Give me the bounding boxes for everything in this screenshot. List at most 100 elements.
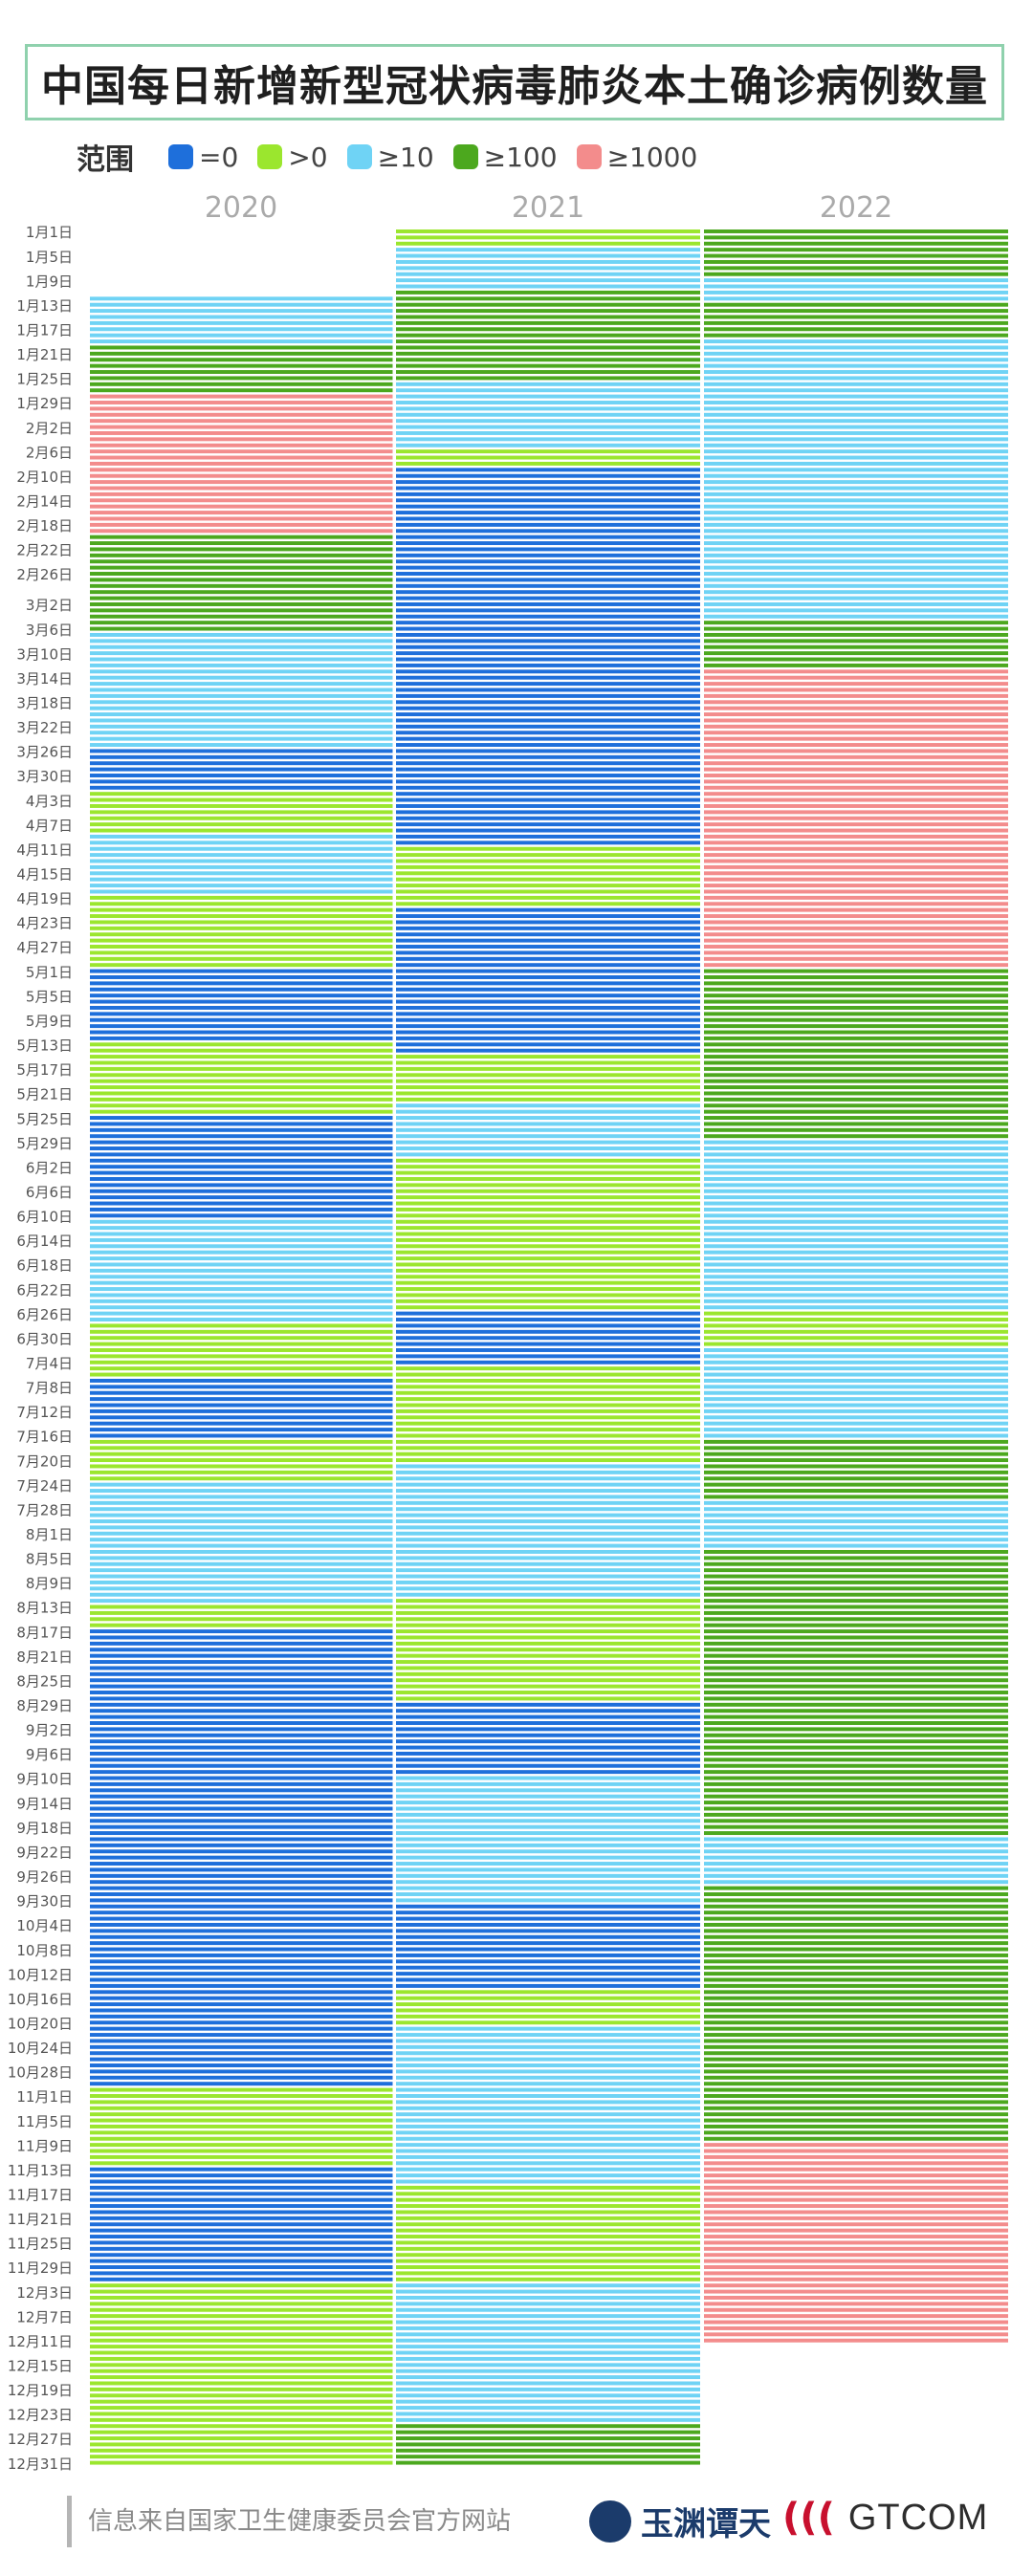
day-cell-2021-169 [396,1256,700,1261]
day-cell-2020-45 [90,498,394,503]
day-cell-2020-32 [90,419,394,424]
day-cell-2020-284 [90,1959,394,1964]
day-cell-2022-302 [704,2069,1008,2074]
day-cell-2022-271 [704,1880,1008,1885]
day-cell-2021-149 [396,1134,700,1139]
day-cell-2020-131 [90,1024,394,1029]
y-tick-label: 8月21日 [16,1648,73,1666]
day-cell-2021-269 [396,1867,700,1872]
day-cell-2021-26 [396,382,700,386]
day-cell-2021-363 [396,2442,700,2447]
day-cell-2021-156 [396,1176,700,1181]
day-cell-2020-261 [90,1819,394,1823]
day-cell-2020-322 [90,2192,394,2196]
day-cell-2022-324 [704,2204,1008,2209]
day-cell-2021-41 [396,473,700,478]
day-cell-2021-141 [396,1085,700,1090]
day-cell-2022-7 [704,266,1008,271]
day-cell-2021-104 [396,859,700,863]
day-cell-2020-149 [90,1134,394,1139]
day-cell-2022-242 [704,1702,1008,1707]
day-cell-2020-296 [90,2033,394,2038]
day-cell-2020-316 [90,2154,394,2159]
day-cell-2022-160 [704,1201,1008,1206]
day-cell-2021-72 [396,663,700,667]
day-cell-2021-130 [396,1017,700,1022]
day-cell-2020-68 [90,639,394,644]
day-cell-2022-179 [704,1318,1008,1321]
y-tick-label: 5月13日 [16,1037,73,1055]
day-cell-2020-87 [90,754,394,759]
day-cell-2021-2 [396,235,700,240]
day-cell-2021-228 [396,1617,700,1622]
day-cell-2021-55 [396,559,700,564]
day-cell-2021-339 [396,2295,700,2300]
day-cell-2020-65 [90,621,394,625]
day-cell-2020-33 [90,425,394,429]
day-cell-2020-104 [90,859,394,863]
legend-label-gt0: >0 [288,141,328,173]
day-cell-2021-344 [396,2325,700,2330]
day-cell-2021-146 [396,1116,700,1121]
day-cell-2021-112 [396,907,700,912]
day-cell-2020-239 [90,1684,394,1689]
day-cell-2020-105 [90,864,394,869]
day-cell-2022-299 [704,2051,1008,2056]
day-cell-2022-227 [704,1610,1008,1615]
day-cell-2020-181 [90,1329,394,1334]
legend-swatch-ge1000 [576,144,602,169]
day-cell-2022-31 [704,412,1008,417]
day-cell-2021-252 [396,1763,700,1768]
day-cell-2022-55 [704,559,1008,564]
y-tick-label: 7月16日 [16,1429,73,1446]
day-cell-2020-34 [90,430,394,435]
day-cell-2021-292 [396,2008,700,2013]
day-cell-2020-100 [90,834,394,839]
day-cell-2020-154 [90,1165,394,1169]
day-cell-2022-276 [704,1910,1008,1915]
day-cell-2022-15 [704,315,1008,319]
day-cell-2020-41 [90,473,394,478]
day-cell-2020-268 [90,1862,394,1867]
day-cell-2020-222 [90,1580,394,1584]
day-cell-2022-154 [704,1165,1008,1169]
day-cell-2021-53 [396,547,700,552]
day-cell-2020-223 [90,1586,394,1591]
day-cell-2022-43 [704,486,1008,491]
day-cell-2020-307 [90,2100,394,2105]
day-cell-2020-237 [90,1671,394,1676]
day-cell-2020-134 [90,1042,394,1047]
day-cell-2021-113 [396,914,700,919]
day-cell-2022-82 [704,724,1008,729]
day-cell-2022-325 [704,2210,1008,2215]
day-cell-2022-296 [704,2033,1008,2038]
day-cell-2022-202 [704,1458,1008,1463]
day-cell-2020-196 [90,1421,394,1426]
day-cell-2022-216 [704,1543,1008,1548]
day-cell-2021-174 [396,1287,700,1292]
day-cell-2020-279 [90,1929,394,1933]
day-cell-2020-73 [90,669,394,674]
day-cell-2021-315 [396,2149,700,2153]
day-cell-2022-80 [704,712,1008,717]
day-cell-2020-229 [90,1623,394,1627]
day-cell-2020-209 [90,1500,394,1505]
legend-swatch-gt0 [257,144,283,169]
gtcom-logo-text: GTCOM [847,2497,989,2538]
day-cell-2021-331 [396,2246,700,2251]
day-cell-2022-136 [704,1055,1008,1059]
day-cell-2021-321 [396,2185,700,2190]
day-cell-2020-163 [90,1219,394,1224]
day-cell-2020-306 [90,2094,394,2098]
day-cell-2021-248 [396,1739,700,1744]
y-tick-label: 10月4日 [16,1917,73,1934]
day-cell-2020-50 [90,529,394,534]
y-tick-label: 1月25日 [16,371,73,388]
day-cell-2020-132 [90,1030,394,1035]
day-cell-2020-357 [90,2406,394,2411]
day-cell-2020-161 [90,1207,394,1212]
day-cell-2021-182 [396,1336,700,1341]
day-cell-2022-96 [704,810,1008,815]
day-cell-2020-180 [90,1323,394,1328]
day-cell-2021-48 [396,516,700,521]
